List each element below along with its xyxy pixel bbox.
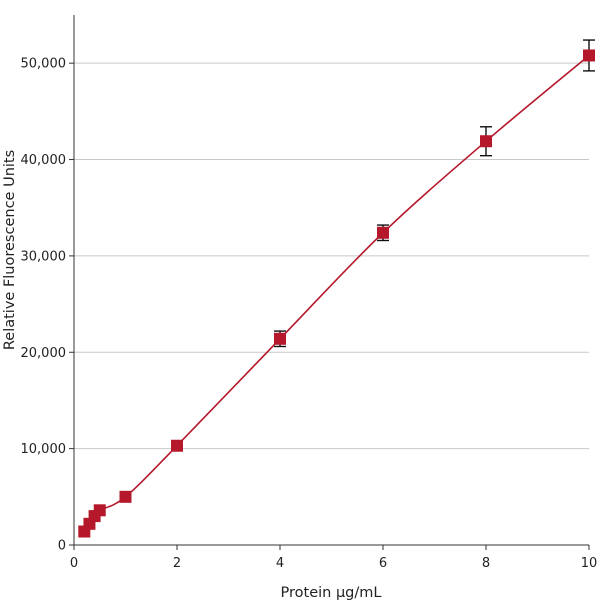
x-tick-label: 6 xyxy=(379,556,387,571)
axes xyxy=(73,15,589,546)
series-line xyxy=(83,54,590,532)
data-point xyxy=(480,135,492,148)
data-point xyxy=(93,504,106,517)
data-point xyxy=(171,439,183,452)
axis-ticks: 0 10,000 20,000 30,000 40,000 50,000 0 2 4 6 8 10 xyxy=(21,57,598,571)
y-tick-label: 20,000 xyxy=(21,346,67,361)
gridlines xyxy=(74,62,589,450)
y-tick-label: 30,000 xyxy=(21,249,67,264)
x-tick-label: 10 xyxy=(581,556,598,571)
x-tick-label: 8 xyxy=(482,556,490,571)
data-point xyxy=(583,49,595,62)
y-tick-label: 0 xyxy=(58,539,66,554)
x-tick-label: 4 xyxy=(276,556,284,571)
data-point xyxy=(119,490,132,503)
series xyxy=(78,39,595,538)
y-tick-label: 10,000 xyxy=(21,442,67,457)
y-axis-title: Relative Fluorescence Units xyxy=(2,150,18,350)
x-tick-label: 2 xyxy=(173,556,181,571)
y-tick-label: 40,000 xyxy=(21,153,67,168)
y-tick-label: 50,000 xyxy=(21,57,67,72)
data-point xyxy=(377,226,389,239)
x-tick-label: 0 xyxy=(70,556,78,571)
x-axis-title: Protein µg/mL xyxy=(281,585,382,601)
data-point xyxy=(274,332,286,345)
